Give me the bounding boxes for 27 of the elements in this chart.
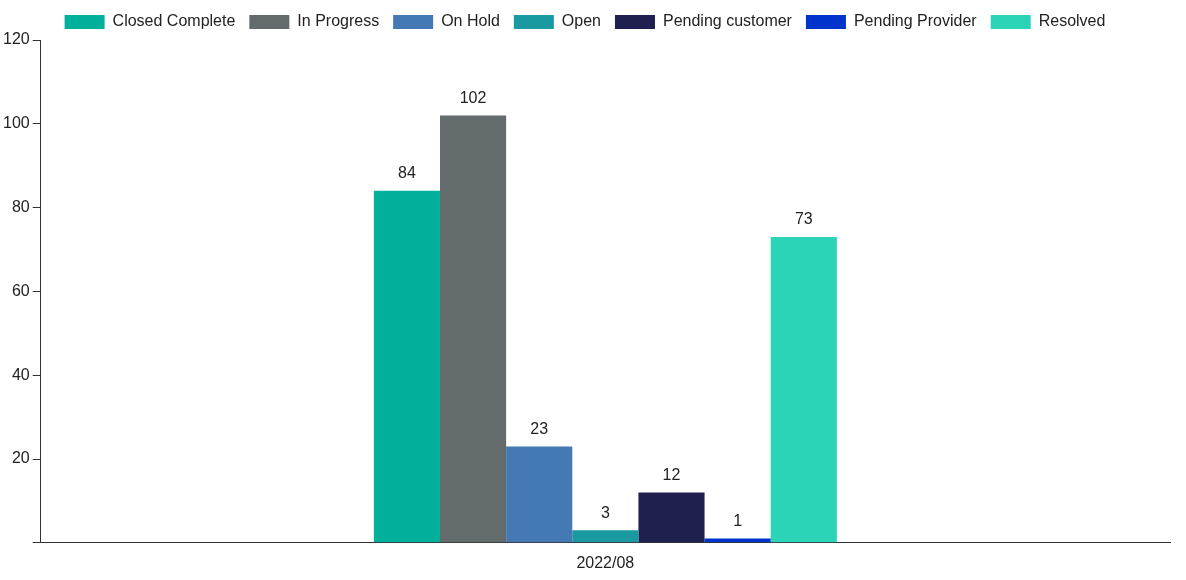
legend-label: In Progress bbox=[297, 12, 380, 30]
y-tick-label: 40 bbox=[11, 365, 30, 383]
y-tick-label: 60 bbox=[11, 281, 30, 299]
data-label: 73 bbox=[794, 210, 813, 228]
data-label: 1 bbox=[733, 512, 743, 530]
bar bbox=[373, 190, 440, 543]
y-tick-label: 100 bbox=[2, 114, 30, 132]
data-label: 12 bbox=[662, 465, 681, 483]
bar bbox=[770, 236, 837, 543]
legend-label: Closed Complete bbox=[112, 12, 236, 30]
y-tick-label: 20 bbox=[11, 449, 30, 467]
legend-label: Resolved bbox=[1038, 12, 1106, 30]
legend-label: On Hold bbox=[441, 12, 500, 30]
legend-label: Pending Provider bbox=[853, 12, 978, 30]
legend-label: Open bbox=[561, 12, 601, 30]
bar bbox=[572, 530, 639, 543]
bar bbox=[439, 115, 507, 543]
y-tick-label: 80 bbox=[11, 198, 30, 216]
bar bbox=[638, 492, 705, 543]
legend-label: Pending customer bbox=[662, 12, 793, 30]
y-tick-label: 120 bbox=[2, 30, 30, 48]
data-label: 102 bbox=[459, 88, 487, 106]
data-label: 84 bbox=[398, 164, 416, 182]
x-tick-label: 2022/08 bbox=[576, 553, 635, 571]
data-label: 23 bbox=[530, 419, 549, 437]
bar bbox=[506, 446, 573, 543]
data-label: 3 bbox=[600, 503, 610, 521]
